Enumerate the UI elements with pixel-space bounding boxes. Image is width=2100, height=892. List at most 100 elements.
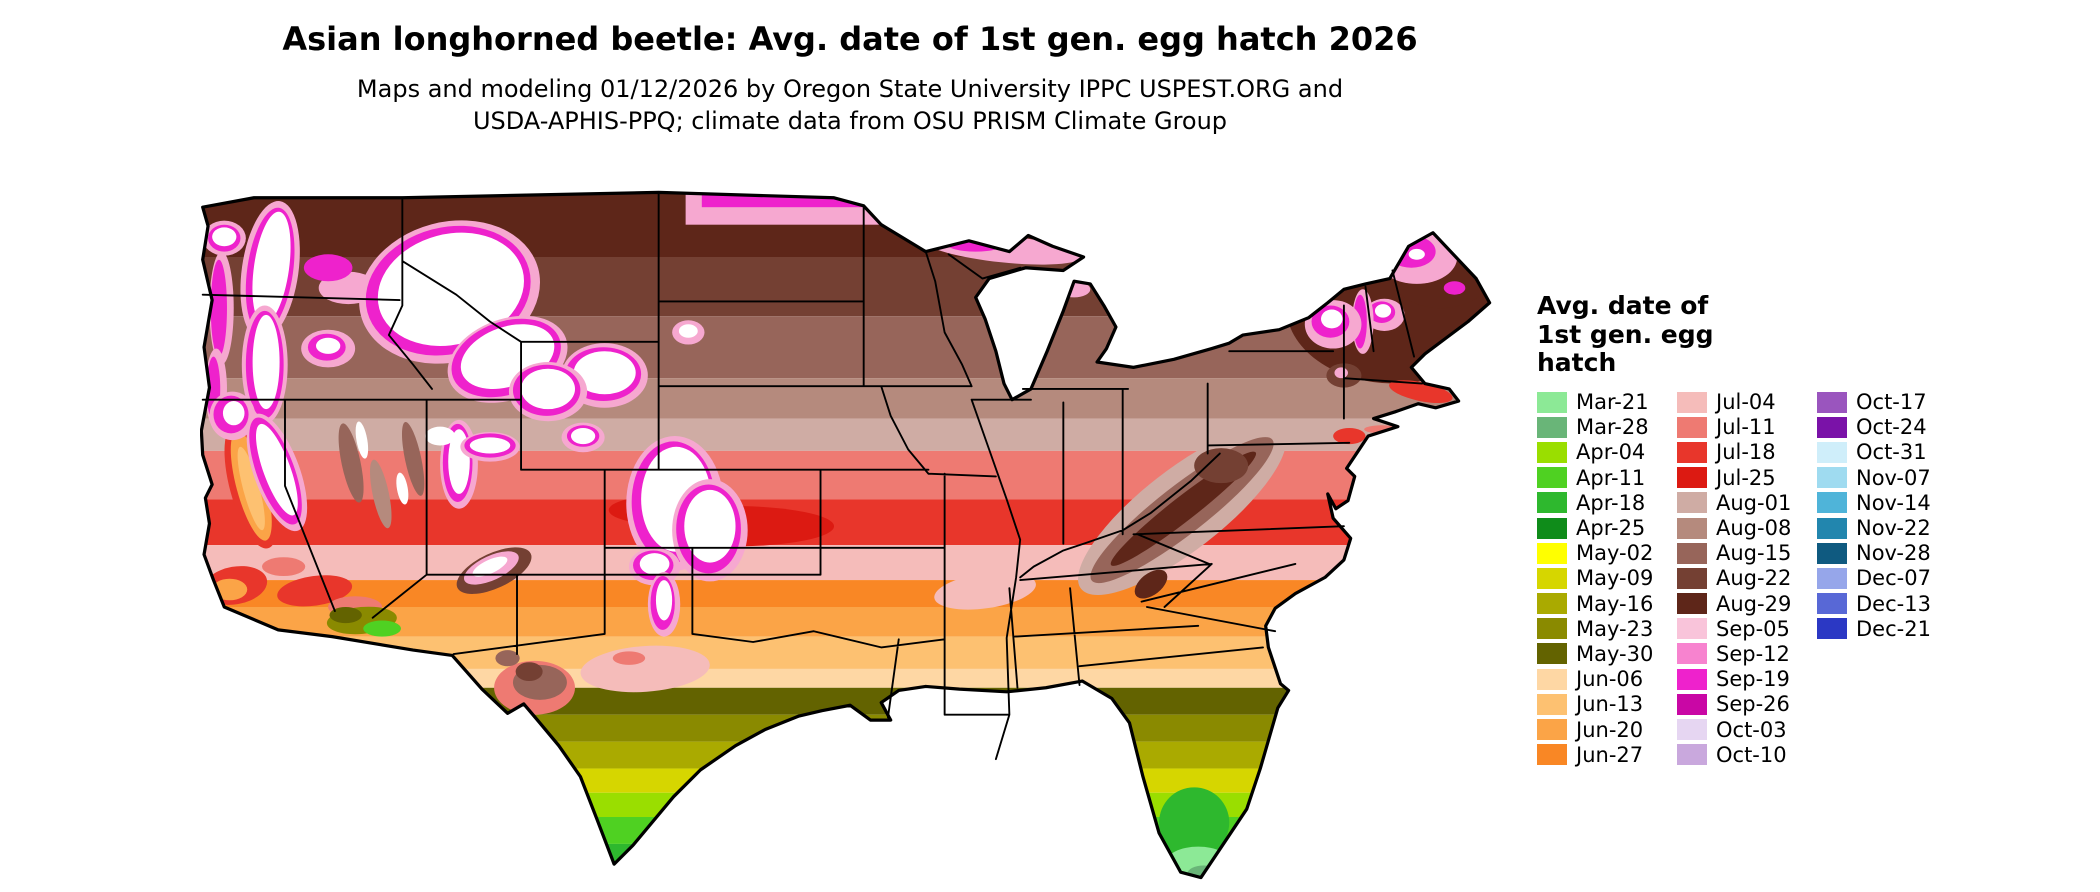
legend-label: Aug-08: [1716, 516, 1792, 541]
legend-swatch: [1537, 416, 1567, 438]
legend-row: May-23: [1537, 616, 1677, 641]
legend-swatch: [1677, 441, 1707, 463]
legend-row: Jun-27: [1537, 742, 1677, 767]
legend-row: Oct-31: [1817, 440, 1957, 465]
mountain-patches: [202, 201, 748, 637]
legend-swatch: [1537, 567, 1567, 589]
legend-row: Jul-11: [1677, 415, 1817, 440]
florida-patches: [1159, 787, 1231, 878]
legend-swatch: [1537, 391, 1567, 413]
legend-label: Dec-21: [1856, 616, 1931, 641]
legend-label: Nov-22: [1856, 516, 1931, 541]
legend-row: Apr-25: [1537, 515, 1677, 540]
legend-column: Oct-17 Oct-24 Oct-31 Nov-07 Nov-14 Nov-22 Nov-…: [1817, 390, 1957, 768]
legend-swatch: [1817, 467, 1847, 489]
legend-row: Aug-15: [1677, 541, 1817, 566]
legend-column: Mar-21 Mar-28 Apr-04 Apr-11 Apr-18 Apr-25 May-…: [1537, 390, 1677, 768]
legend-swatch: [1677, 719, 1707, 741]
legend-label: Sep-26: [1716, 692, 1790, 717]
legend-label: Apr-18: [1576, 490, 1646, 515]
legend-label: Jun-06: [1576, 667, 1644, 692]
legend-row: Aug-08: [1677, 515, 1817, 540]
map-title: Asian longhorned beetle: Avg. date of 1s…: [282, 20, 1418, 58]
legend-row: Sep-05: [1677, 616, 1817, 641]
legend-row: Dec-13: [1817, 591, 1957, 616]
legend-columns: Mar-21 Mar-28 Apr-04 Apr-11 Apr-18 Apr-25 May-…: [1537, 390, 2097, 768]
legend-label: May-09: [1576, 566, 1654, 591]
legend-swatch: [1537, 618, 1567, 640]
legend-swatch: [1537, 719, 1567, 741]
legend-row: Jun-20: [1537, 717, 1677, 742]
legend-row: Mar-21: [1537, 390, 1677, 415]
legend-row: Dec-21: [1817, 616, 1957, 641]
legend-label: Apr-11: [1576, 465, 1646, 490]
legend-swatch: [1817, 441, 1847, 463]
legend-row: Aug-01: [1677, 490, 1817, 515]
legend-label: Jun-13: [1576, 692, 1644, 717]
legend-label: Mar-28: [1576, 415, 1649, 440]
legend-swatch: [1817, 492, 1847, 514]
legend-swatch: [1677, 492, 1707, 514]
legend-row: Sep-19: [1677, 667, 1817, 692]
legend-swatch: [1537, 542, 1567, 564]
legend-label: Dec-07: [1856, 566, 1931, 591]
legend-swatch: [1817, 593, 1847, 615]
legend-label: Aug-22: [1716, 566, 1792, 591]
legend-row: Apr-04: [1537, 440, 1677, 465]
legend-label: Sep-12: [1716, 641, 1790, 666]
legend-row: Oct-17: [1817, 390, 1957, 415]
legend-row: Jul-18: [1677, 440, 1817, 465]
legend-label: Nov-28: [1856, 541, 1931, 566]
legend-row: Aug-22: [1677, 566, 1817, 591]
legend-row: Jul-04: [1677, 390, 1817, 415]
legend-label: Aug-29: [1716, 591, 1792, 616]
legend-swatch: [1537, 441, 1567, 463]
legend-swatch: [1817, 542, 1847, 564]
legend-row: Jul-25: [1677, 465, 1817, 490]
legend-label: May-16: [1576, 591, 1654, 616]
us-outline: [200, 190, 1492, 880]
legend-label: Jul-04: [1716, 390, 1776, 415]
legend-swatch: [1677, 668, 1707, 690]
legend-label: May-23: [1576, 616, 1654, 641]
state-borders: [201, 191, 1424, 761]
legend-swatch: [1677, 567, 1707, 589]
legend-swatch: [1677, 416, 1707, 438]
legend-label: Mar-21: [1576, 390, 1649, 415]
us-map: [200, 187, 1495, 887]
legend-label: Sep-19: [1716, 667, 1790, 692]
legend-swatch: [1817, 567, 1847, 589]
legend-column: Jul-04 Jul-11 Jul-18 Jul-25 Aug-01 Aug-08 Aug-…: [1677, 390, 1817, 768]
legend-label: Nov-14: [1856, 490, 1931, 515]
legend-row: Nov-22: [1817, 515, 1957, 540]
legend-label: Oct-17: [1856, 390, 1927, 415]
legend-label: Apr-04: [1576, 440, 1646, 465]
map-fill-layers: [201, 192, 1490, 878]
legend-label: May-30: [1576, 641, 1654, 666]
legend-swatch: [1677, 467, 1707, 489]
legend-label: Sep-05: [1716, 616, 1790, 641]
legend-label: May-02: [1576, 541, 1654, 566]
legend-swatch: [1817, 517, 1847, 539]
legend-label: Jun-20: [1576, 717, 1644, 742]
legend-title: Avg. date of 1st gen. egg hatch: [1537, 291, 1714, 377]
legend-label: Jul-11: [1716, 415, 1776, 440]
legend-swatch: [1677, 643, 1707, 665]
legend-swatch: [1677, 593, 1707, 615]
legend-swatch: [1537, 467, 1567, 489]
legend-swatch: [1537, 668, 1567, 690]
legend-swatch: [1537, 643, 1567, 665]
legend-label: Nov-07: [1856, 465, 1931, 490]
legend-swatch: [1537, 593, 1567, 615]
legend-swatch: [1537, 744, 1567, 766]
legend-swatch: [1677, 693, 1707, 715]
legend-swatch: [1537, 693, 1567, 715]
legend-row: Apr-11: [1537, 465, 1677, 490]
map-subtitle: Maps and modeling 01/12/2026 by Oregon S…: [356, 75, 1344, 135]
legend-swatch: [1817, 618, 1847, 640]
legend-row: Oct-10: [1677, 742, 1817, 767]
legend-swatch: [1817, 391, 1847, 413]
legend-row: Sep-12: [1677, 641, 1817, 666]
legend-row: May-30: [1537, 641, 1677, 666]
legend-row: Oct-03: [1677, 717, 1817, 742]
